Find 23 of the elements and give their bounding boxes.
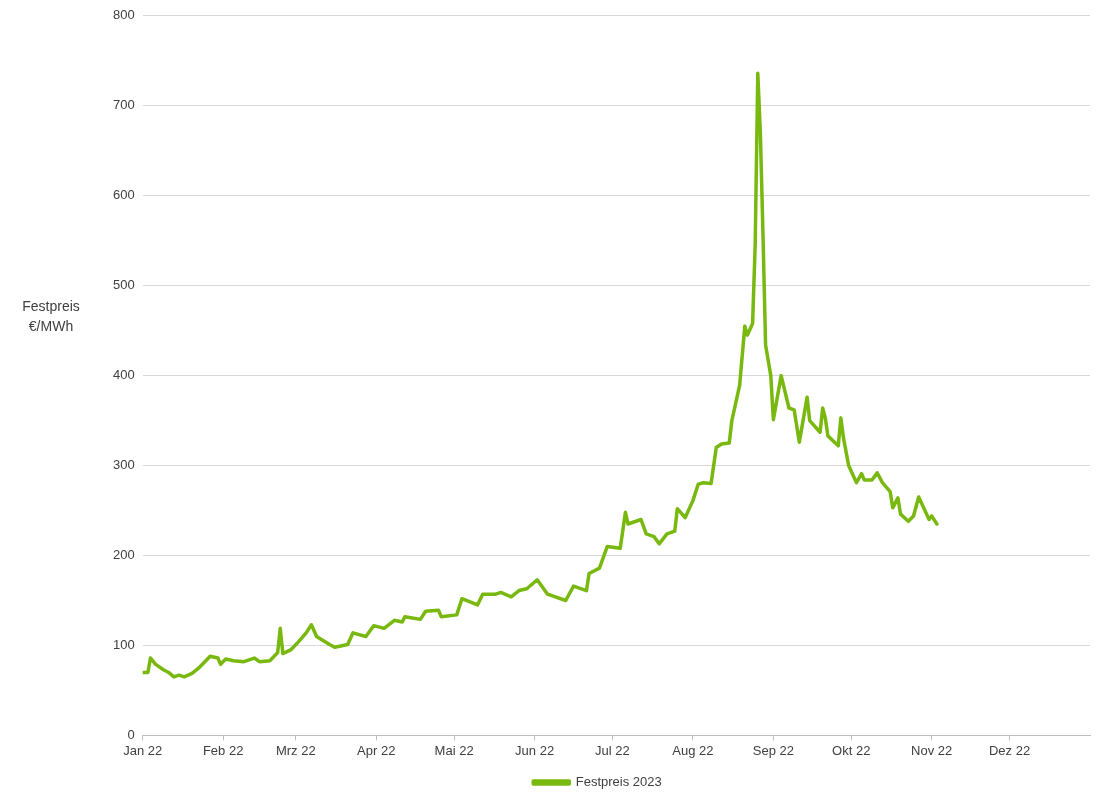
x-tick-label: Nov 22 bbox=[911, 742, 953, 758]
x-tick-label: Dez 22 bbox=[988, 742, 1031, 758]
y-tick-label: 600 bbox=[112, 187, 135, 203]
y-tick-label: 200 bbox=[112, 547, 135, 563]
legend-label: Festpreis 2023 bbox=[575, 774, 662, 790]
x-tick-label: Aug 22 bbox=[672, 742, 714, 758]
x-tick-label: Jan 22 bbox=[123, 742, 163, 758]
y-tick-label: 500 bbox=[112, 277, 135, 293]
x-tick-label: Mai 22 bbox=[434, 742, 474, 758]
x-tick-label: Sep 22 bbox=[752, 742, 794, 758]
x-tick-label: Okt 22 bbox=[832, 742, 871, 758]
y-tick-label: 800 bbox=[112, 7, 135, 23]
y-tick-label: 100 bbox=[112, 637, 135, 653]
x-tick-label: Jul 22 bbox=[595, 742, 630, 758]
x-tick-label: Jun 22 bbox=[515, 742, 555, 758]
x-tick-label: Feb 22 bbox=[202, 742, 244, 758]
y-tick-label: 400 bbox=[112, 367, 135, 383]
y-tick-label: 0 bbox=[127, 726, 135, 742]
x-tick-label: Mrz 22 bbox=[275, 742, 316, 758]
y-axis-title: Festpreis €/MWh bbox=[21, 297, 81, 336]
y-tick-label: 700 bbox=[112, 97, 135, 113]
x-tick-label: Apr 22 bbox=[357, 742, 396, 758]
y-tick-label: 300 bbox=[112, 457, 135, 473]
